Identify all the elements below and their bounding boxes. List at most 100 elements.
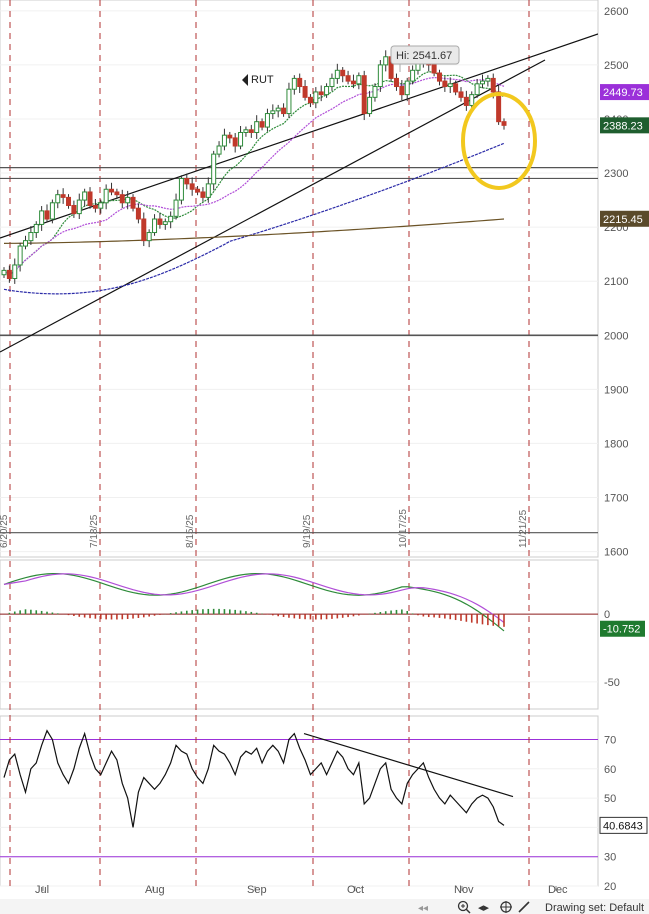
rsi-badge [599, 816, 648, 834]
candle [141, 218, 147, 242]
candle [28, 232, 34, 242]
candle [264, 113, 270, 128]
candle [404, 80, 410, 96]
candle [23, 240, 29, 247]
candle [130, 196, 136, 209]
candle [66, 196, 72, 206]
rsi-tick-label: 70 [604, 734, 616, 746]
highlight-circle [461, 92, 537, 190]
candle [393, 77, 399, 88]
price-tick-label: 2500 [604, 60, 628, 72]
macd-line [3, 572, 505, 632]
candle [254, 121, 260, 133]
candle [275, 107, 281, 112]
hi-label: Hi: 2541.67 [396, 50, 452, 62]
candle [297, 77, 303, 88]
candle [436, 72, 442, 82]
candle [49, 202, 55, 220]
candle [232, 137, 238, 147]
rsi-tick-label: 50 [604, 793, 616, 805]
candle [119, 194, 125, 204]
price-tick-label: 2100 [604, 276, 628, 288]
candle [162, 221, 168, 225]
date-label: 7/18/25 [89, 514, 100, 548]
candle [410, 69, 416, 82]
candle [463, 96, 469, 106]
candle [431, 64, 437, 74]
candle [490, 77, 496, 93]
price-tick-label: 1600 [604, 547, 628, 559]
ma-200-line [3, 218, 505, 244]
macd-tick-label: 0 [604, 609, 610, 621]
candle [340, 69, 346, 77]
candle [243, 129, 249, 133]
candle [442, 80, 448, 88]
candle [114, 191, 120, 196]
rsi-panel [0, 715, 599, 887]
month-label: Dec [548, 884, 568, 896]
symbol-marker: RUT [242, 74, 274, 86]
price-axis: 1600170018001900200021002200230024002500… [604, 6, 628, 559]
candle [12, 264, 18, 280]
price-badge [600, 117, 649, 134]
candle [469, 94, 475, 106]
candle [17, 245, 23, 266]
candle [6, 269, 12, 279]
price-tick-label: 2300 [604, 168, 628, 180]
date-label: 8/15/25 [185, 514, 196, 548]
price-tick-label: 1900 [604, 384, 628, 396]
price-tick-label: 1700 [604, 493, 628, 505]
candle [248, 129, 254, 133]
candle [109, 188, 115, 193]
rsi-tick-label: 20 [604, 881, 616, 893]
candle [76, 199, 82, 215]
candle [173, 199, 179, 217]
candle [377, 64, 383, 88]
date-labels: 6/20/25 7/18/25 8/15/25 9/19/25 10/17/25 11/2… [0, 509, 529, 548]
candle [458, 91, 464, 98]
candle [87, 191, 93, 206]
pan-icon[interactable]: ◂▸ [478, 902, 490, 914]
crosshair-icon[interactable] [500, 901, 512, 913]
candle [227, 134, 233, 139]
candle [152, 218, 158, 234]
bottom-toolbar: ◂◂ ◂▸ Drawing set: Default [0, 899, 649, 914]
candle [71, 204, 77, 215]
month-label: Aug [145, 884, 165, 896]
draw-line-icon[interactable] [518, 901, 530, 913]
candle [281, 107, 287, 115]
drawing-set-label[interactable]: Drawing set: Default [545, 902, 644, 914]
month-label: Sep [247, 884, 267, 896]
candle [286, 88, 292, 115]
price-badge-label: 2215.45 [603, 214, 643, 226]
candle [98, 202, 104, 209]
candle [501, 121, 507, 126]
candle [259, 121, 265, 128]
candle [485, 77, 491, 82]
support-levels [0, 167, 598, 534]
candle [200, 191, 206, 198]
scroll-left-icon[interactable]: ◂◂ [418, 903, 428, 914]
date-label: 9/19/25 [302, 514, 313, 548]
candle [44, 210, 50, 220]
candle [55, 194, 61, 204]
candle [195, 188, 201, 193]
macd-tick-label: -50 [604, 677, 620, 689]
ma-10-line [3, 71, 505, 276]
price-tick-label: 2600 [604, 6, 628, 18]
candle [135, 207, 141, 220]
candle [205, 183, 211, 198]
zoom-in-icon[interactable] [457, 900, 471, 914]
price-badges: 2449.73 2388.23 2215.45 [600, 84, 649, 227]
macd-panel [0, 559, 599, 710]
candle [82, 191, 88, 201]
price-tick-label: 1800 [604, 438, 628, 450]
candle [350, 80, 356, 85]
price-badge-label: 2388.23 [603, 120, 643, 132]
candle [302, 86, 308, 98]
candle [238, 131, 244, 147]
rsi-tick-label: 60 [604, 764, 616, 776]
candle [92, 204, 98, 209]
candle [125, 196, 131, 204]
price-tick-label: 2000 [604, 330, 628, 342]
